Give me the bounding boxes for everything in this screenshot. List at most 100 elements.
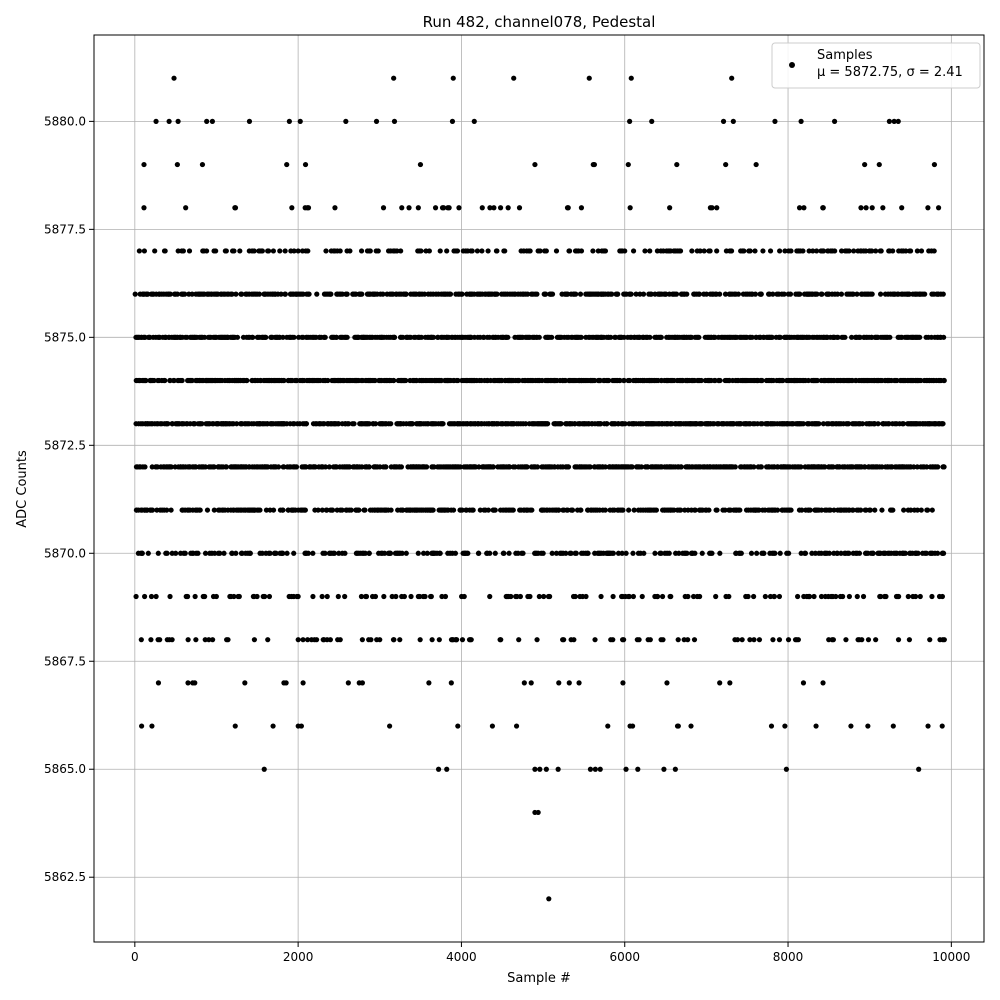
data-point: [627, 118, 633, 124]
data-point: [362, 550, 368, 556]
x-tick-label: 6000: [609, 950, 640, 964]
data-point: [257, 507, 263, 513]
data-point: [454, 637, 460, 643]
data-point: [578, 334, 584, 340]
data-point: [359, 680, 366, 686]
data-point: [476, 550, 482, 556]
data-point: [537, 766, 543, 772]
data-point: [876, 161, 882, 168]
data-point: [747, 248, 753, 254]
data-point: [295, 593, 301, 600]
y-tick-label: 5867.5: [44, 654, 86, 668]
data-point: [752, 248, 758, 254]
data-point: [516, 377, 522, 384]
data-point: [720, 118, 727, 124]
data-point: [639, 593, 645, 600]
data-point: [899, 205, 905, 211]
data-point: [927, 637, 933, 643]
data-point: [848, 723, 854, 729]
data-point: [572, 593, 578, 600]
data-point: [209, 118, 215, 124]
data-point: [714, 248, 720, 254]
data-point: [854, 291, 860, 297]
data-point: [621, 637, 627, 643]
data-point: [155, 680, 162, 686]
data-point: [751, 464, 757, 470]
data-point: [730, 118, 736, 124]
data-point: [295, 637, 301, 643]
data-point: [263, 334, 269, 340]
data-point: [468, 637, 474, 643]
data-point: [549, 291, 556, 297]
data-point: [623, 550, 629, 556]
data-point: [622, 248, 628, 254]
data-point: [830, 637, 836, 643]
data-point: [202, 593, 208, 600]
data-point: [798, 550, 804, 556]
data-point: [391, 637, 397, 643]
data-point: [487, 205, 493, 211]
data-point: [820, 680, 826, 686]
data-point: [546, 896, 552, 902]
data-point: [446, 205, 452, 211]
data-point: [442, 593, 449, 600]
data-point: [939, 723, 945, 729]
data-point: [569, 507, 576, 513]
data-point: [786, 550, 792, 556]
data-point: [578, 507, 584, 513]
data-point: [831, 507, 837, 513]
data-point: [676, 550, 682, 556]
data-point: [259, 248, 265, 254]
data-point: [142, 464, 148, 470]
data-point: [322, 550, 328, 556]
data-point: [678, 507, 684, 513]
data-point: [225, 637, 231, 643]
data-point: [895, 118, 901, 124]
data-point: [280, 507, 286, 513]
data-point: [305, 205, 312, 211]
legend-series-stats: μ = 5872.75, σ = 2.41: [817, 65, 963, 80]
data-point: [261, 766, 267, 772]
data-point: [502, 248, 508, 254]
data-point: [152, 248, 158, 254]
data-point: [717, 550, 723, 556]
data-point: [658, 550, 664, 556]
data-point: [879, 464, 885, 470]
data-point: [479, 205, 485, 211]
data-point: [877, 291, 884, 297]
data-point: [604, 421, 610, 427]
data-point: [193, 637, 199, 643]
data-point: [506, 550, 512, 556]
data-point: [939, 593, 945, 600]
data-point: [366, 464, 372, 470]
data-point: [291, 550, 297, 556]
data-point: [652, 550, 658, 556]
data-point: [444, 766, 450, 772]
data-point: [834, 550, 841, 556]
data-point: [660, 637, 666, 643]
data-point: [675, 637, 681, 643]
data-point: [772, 550, 778, 556]
data-point: [145, 550, 151, 556]
data-point: [748, 550, 755, 556]
data-point: [587, 766, 594, 772]
data-point: [691, 637, 698, 643]
data-point: [654, 593, 661, 600]
data-point: [696, 291, 703, 297]
data-point: [768, 723, 775, 729]
data-point: [674, 161, 680, 168]
data-point: [324, 593, 330, 600]
data-point: [925, 723, 931, 729]
data-point: [537, 248, 543, 254]
data-point: [941, 637, 947, 643]
data-point: [901, 507, 907, 513]
data-point: [417, 161, 424, 168]
data-point: [229, 291, 235, 297]
data-point: [819, 291, 825, 297]
data-point: [664, 680, 670, 686]
data-point: [465, 550, 471, 556]
data-point: [204, 118, 210, 124]
data-point: [527, 593, 533, 600]
data-point: [213, 593, 219, 600]
data-point: [477, 507, 483, 513]
